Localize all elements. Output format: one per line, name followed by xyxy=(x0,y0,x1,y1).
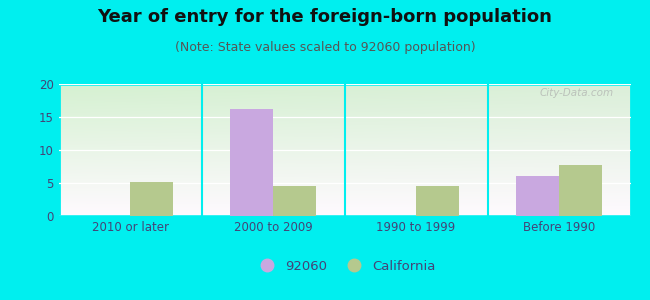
Bar xyxy=(130,182,173,216)
Bar xyxy=(273,186,316,216)
Bar xyxy=(230,109,273,216)
Text: Year of entry for the foreign-born population: Year of entry for the foreign-born popul… xyxy=(98,8,552,26)
Text: (Note: State values scaled to 92060 population): (Note: State values scaled to 92060 popu… xyxy=(175,40,475,53)
Bar xyxy=(559,164,602,216)
Bar xyxy=(416,186,459,216)
Bar xyxy=(516,176,559,216)
Legend: 92060, California: 92060, California xyxy=(248,254,441,278)
Text: City-Data.com: City-Data.com xyxy=(540,88,614,98)
